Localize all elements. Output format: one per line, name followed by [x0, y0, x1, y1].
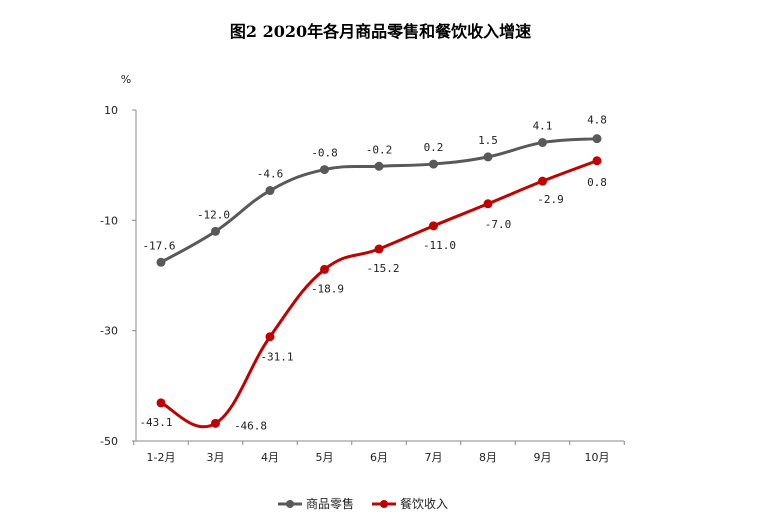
- data-point: [211, 226, 220, 236]
- legend-label-2: 餐饮收入: [400, 496, 448, 511]
- data-label: 4.8: [587, 114, 607, 127]
- chart-legend: 商品零售 餐饮收入: [278, 496, 448, 511]
- chart-axes: % 10 -10 -30 -50 1-2月 3月 4月 5月 6月 7月 8月 9月 10月: [100, 73, 625, 464]
- legend-marker-1: [286, 500, 294, 508]
- data-point: [429, 159, 438, 169]
- data-point: [265, 332, 275, 342]
- x-tick-label: 7月: [425, 451, 443, 464]
- series-line-1: [160, 137, 598, 264]
- data-point: [265, 186, 275, 196]
- data-point: [374, 244, 384, 254]
- data-label: 0.2: [424, 141, 444, 154]
- chart-title: 图2 2020年各月商品零售和餐饮收入增速: [229, 22, 532, 41]
- data-point: [374, 161, 384, 171]
- data-label: 1.5: [478, 134, 498, 147]
- data-point: [156, 398, 166, 408]
- x-tick-label: 10月: [585, 451, 610, 464]
- data-point: [483, 152, 493, 162]
- data-label: -17.6: [142, 239, 175, 252]
- data-label: -0.8: [311, 147, 338, 160]
- data-label: -11.0: [423, 239, 456, 252]
- x-tick-label: 5月: [316, 451, 334, 464]
- data-label: -12.0: [197, 208, 230, 221]
- data-label: 0.8: [587, 176, 607, 189]
- data-label: -46.8: [234, 419, 267, 432]
- data-point: [429, 221, 438, 231]
- y-axis-unit-label: %: [121, 73, 131, 86]
- data-label: -0.2: [366, 143, 393, 156]
- y-tick-label: 10: [104, 104, 118, 117]
- data-label: -7.0: [485, 218, 512, 231]
- data-label: 4.1: [533, 120, 553, 133]
- data-label: -31.1: [260, 351, 293, 364]
- x-tick-label: 6月: [370, 451, 388, 464]
- data-point: [320, 165, 329, 175]
- data-label: -43.1: [139, 416, 172, 429]
- data-labels-layer: -17.6 -12.0 -4.6 -0.8 -0.2 0.2 1.5 4.1 4.8 -43.1 -…: [139, 114, 607, 433]
- legend-marker-2: [380, 500, 388, 508]
- data-point: [592, 134, 602, 144]
- legend-label-1: 商品零售: [306, 496, 354, 511]
- data-label: -2.9: [537, 193, 564, 206]
- y-tick-label: -10: [100, 214, 118, 227]
- data-point: [592, 156, 602, 166]
- x-tick-label: 9月: [534, 451, 552, 464]
- data-label: -4.6: [257, 168, 284, 181]
- data-point: [156, 257, 166, 267]
- data-label: -18.9: [311, 282, 344, 295]
- x-tick-label: 8月: [479, 451, 497, 464]
- data-point: [483, 199, 493, 209]
- data-point: [538, 176, 547, 186]
- x-tick-label: 3月: [207, 451, 225, 464]
- data-label: -15.2: [366, 262, 399, 275]
- x-tick-label: 4月: [261, 451, 279, 464]
- data-point: [320, 264, 329, 274]
- data-point: [211, 418, 220, 428]
- data-point: [538, 138, 547, 148]
- x-tick-label: 1-2月: [147, 451, 176, 464]
- y-tick-label: -50: [100, 435, 118, 448]
- series-line-2: [160, 159, 598, 429]
- series-layer: [156, 134, 602, 429]
- y-tick-label: -30: [100, 325, 118, 338]
